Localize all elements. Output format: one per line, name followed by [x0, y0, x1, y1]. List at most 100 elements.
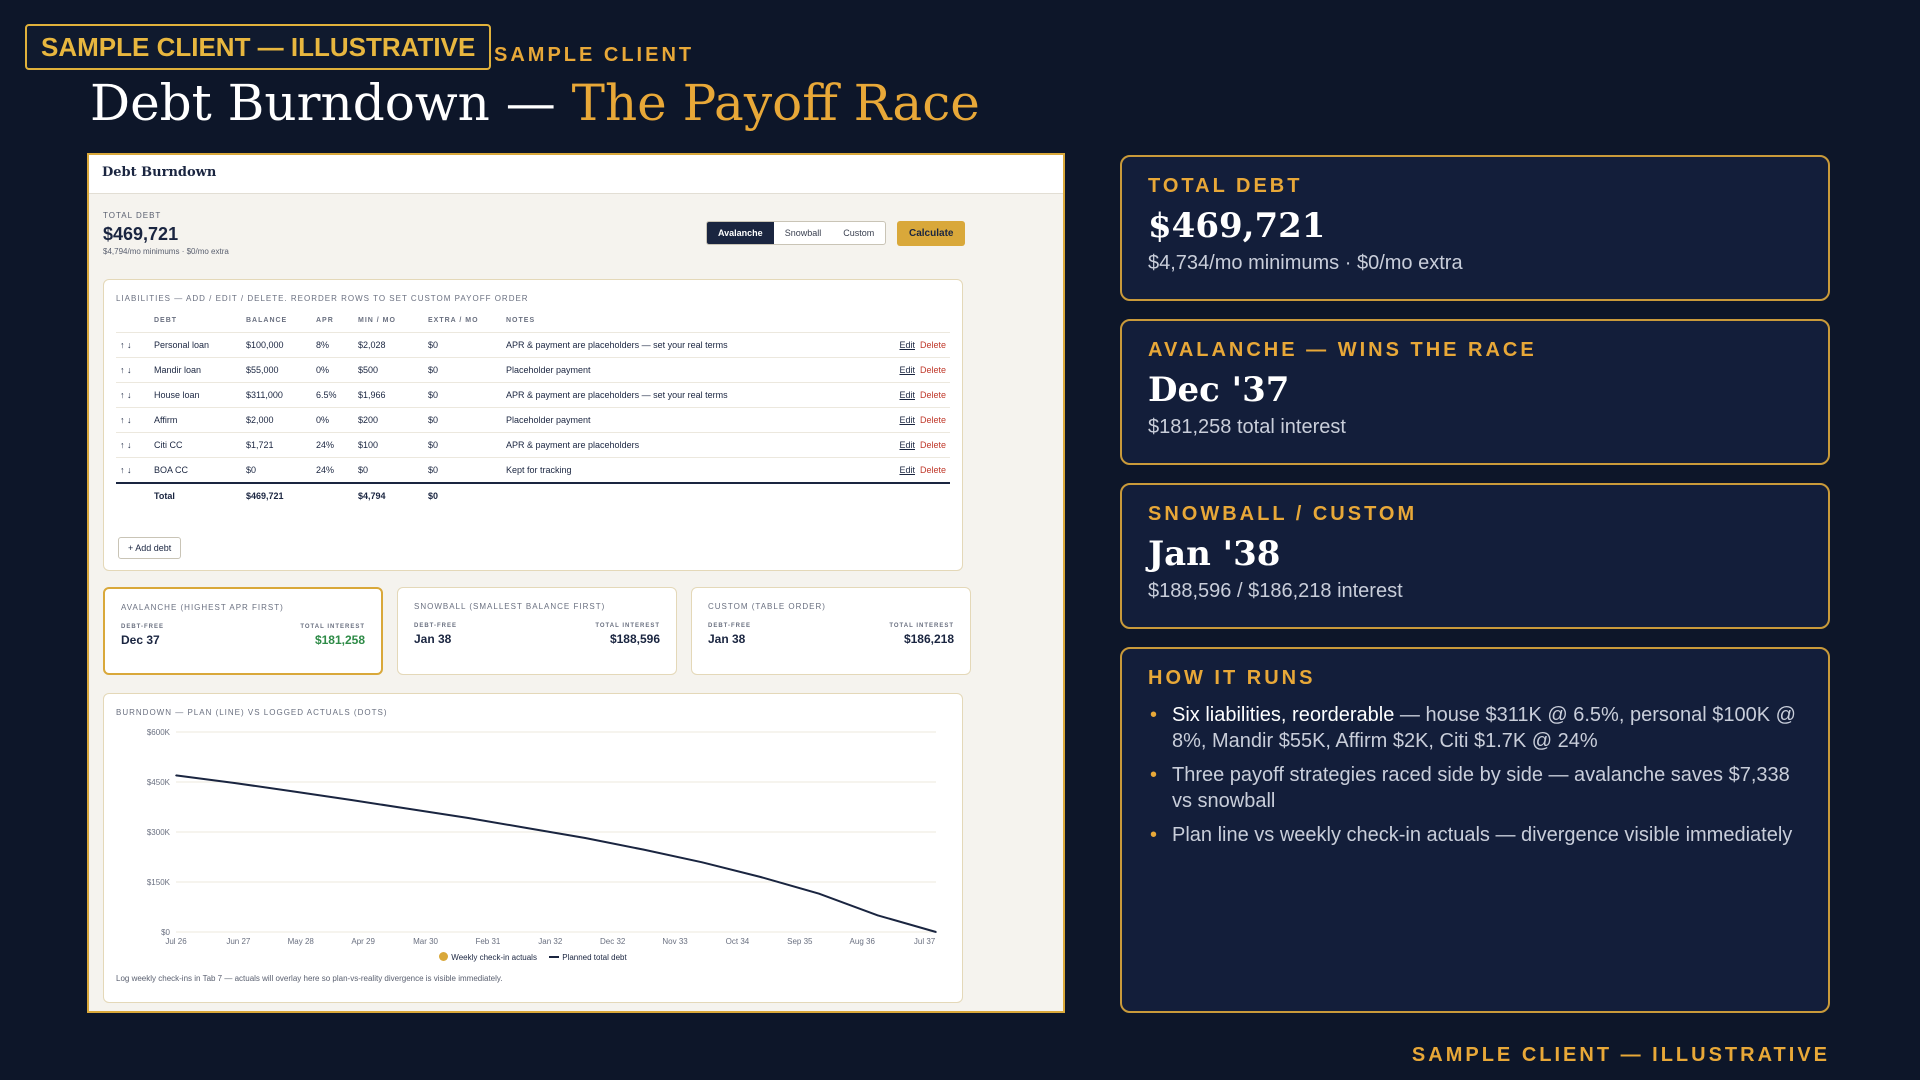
- strategy-card[interactable]: SNOWBALL (SMALLEST BALANCE FIRST) DEBT-FR…: [397, 587, 677, 675]
- x-tick-label: Jun 27: [226, 937, 251, 946]
- column-header: EXTRA / MO: [428, 317, 479, 324]
- total-row: Total $469,721 $4,794 $0: [116, 482, 950, 508]
- card-value: Dec '37: [1148, 370, 1290, 410]
- cell-min: $200: [354, 407, 424, 433]
- row-actions: Edit Delete: [864, 332, 950, 358]
- total-interest: $181,258: [314, 633, 365, 647]
- debt-free-date: Jan 38: [414, 632, 452, 646]
- edit-link[interactable]: Edit: [899, 340, 915, 350]
- add-debt-button[interactable]: + Add debt: [118, 537, 182, 559]
- cell-notes: Kept for tracking: [502, 457, 865, 483]
- liabilities-heading: LIABILITIES — ADD / EDIT / DELETE. REORD…: [116, 294, 529, 303]
- y-tick-label: $450K: [147, 778, 171, 787]
- reorder-arrows[interactable]: ↑ ↓: [116, 407, 150, 433]
- strategy-labels: DEBT-FREE TOTAL INTEREST: [414, 623, 660, 629]
- total-extra: $0: [424, 482, 502, 508]
- legend-plan: Planned total debt: [562, 953, 627, 962]
- cell-notes: APR & payment are placeholders — set you…: [502, 332, 865, 358]
- cell-extra: $0: [424, 382, 502, 408]
- table-row: ↑ ↓ Mandir loan $55,000 0% $500 $0 Placeholder…: [116, 357, 950, 383]
- cell-balance: $55,000: [242, 357, 312, 383]
- how-bullets: Six liabilities, reorderable — house $31…: [1148, 702, 1802, 848]
- summary-label: TOTAL DEBT: [103, 211, 162, 220]
- column-header: APR: [316, 317, 334, 324]
- x-tick-label: Jul 26: [165, 937, 187, 946]
- cell-min: $2,028: [354, 332, 424, 358]
- reorder-arrows[interactable]: ↑ ↓: [116, 432, 150, 458]
- table-row: ↑ ↓ BOA CC $0 24% $0 $0 Kept for tracking Edit D…: [116, 457, 950, 483]
- delete-link[interactable]: Delete: [919, 365, 946, 375]
- table-row: ↑ ↓ Personal loan $100,000 8% $2,028 $0 APR & …: [116, 332, 950, 358]
- delete-link[interactable]: Delete: [919, 440, 946, 450]
- cell-debt: Mandir loan: [150, 357, 242, 383]
- tab-snowball[interactable]: Snowball: [784, 228, 822, 238]
- line-point: [350, 799, 353, 801]
- app-title: Debt Burndown: [89, 155, 1063, 194]
- reorder-arrows[interactable]: ↑ ↓: [116, 332, 150, 358]
- cell-extra: $0: [424, 457, 502, 483]
- tab-avalanche[interactable]: Avalanche: [707, 222, 774, 244]
- strategy-labels: DEBT-FREE TOTAL INTEREST: [121, 624, 365, 630]
- reorder-arrows[interactable]: ↑ ↓: [116, 357, 150, 383]
- strategy-values: Jan 38 $188,596: [414, 632, 660, 646]
- total-interest: $188,596: [609, 632, 660, 646]
- tab-custom[interactable]: Custom: [843, 228, 875, 238]
- cell-min: $0: [354, 457, 424, 483]
- card-heading: SNOWBALL / CUSTOM: [1148, 503, 1418, 525]
- plan-line-icon: [549, 956, 560, 958]
- delete-link[interactable]: Delete: [919, 340, 946, 350]
- legend-actuals: Weekly check-in actuals: [451, 953, 537, 962]
- chart-legend: Weekly check-in actuals Planned total de…: [104, 952, 962, 962]
- strategy-labels: DEBT-FREE TOTAL INTEREST: [708, 623, 954, 629]
- x-tick-label: Apr 29: [351, 937, 375, 946]
- line-point: [525, 827, 528, 829]
- x-tick-label: Dec 32: [600, 937, 626, 946]
- table-row: ↑ ↓ House loan $311,000 6.5% $1,966 $0 APR & p…: [116, 382, 950, 408]
- x-tick-label: May 28: [288, 937, 315, 946]
- row-actions: Edit Delete: [864, 357, 950, 383]
- strategy-card[interactable]: CUSTOM (TABLE ORDER) DEBT-FREE TOTAL INTER…: [691, 587, 971, 675]
- delete-link[interactable]: Delete: [919, 390, 946, 400]
- debt-free-label: DEBT-FREE: [414, 623, 458, 629]
- cell-apr: 24%: [312, 457, 354, 483]
- x-tick-label: Mar 30: [413, 937, 438, 946]
- column-header: DEBT: [154, 317, 178, 324]
- bullet-item: Plan line vs weekly check-in actuals — d…: [1148, 822, 1802, 848]
- edit-link[interactable]: Edit: [899, 390, 915, 400]
- delete-link[interactable]: Delete: [919, 465, 946, 475]
- cell-debt: Personal loan: [150, 332, 242, 358]
- edit-link[interactable]: Edit: [899, 465, 915, 475]
- reorder-arrows[interactable]: ↑ ↓: [116, 457, 150, 483]
- strategy-card[interactable]: AVALANCHE (HIGHEST APR FIRST) DEBT-FREE TO…: [103, 587, 383, 675]
- line-point: [409, 808, 411, 810]
- cell-extra: $0: [424, 407, 502, 433]
- reorder-arrows[interactable]: ↑ ↓: [116, 382, 150, 408]
- debt-free-label: DEBT-FREE: [708, 623, 752, 629]
- bullet-item: Three payoff strategies raced side by si…: [1148, 762, 1802, 814]
- summary-block: TOTAL DEBT $469,721 $4,794/mo minimums ·…: [103, 211, 229, 256]
- card-heading: AVALANCHE — WINS THE RACE: [1148, 339, 1537, 361]
- calculate-button[interactable]: Calculate: [897, 221, 966, 246]
- cell-extra: $0: [424, 332, 502, 358]
- edit-link[interactable]: Edit: [899, 365, 915, 375]
- line-point: [233, 782, 236, 784]
- edit-link[interactable]: Edit: [899, 440, 915, 450]
- actuals-dot-icon: [439, 952, 449, 961]
- y-tick-label: $300K: [147, 828, 171, 837]
- strategy-title: CUSTOM (TABLE ORDER): [708, 602, 826, 611]
- line-point: [701, 861, 703, 864]
- delete-link[interactable]: Delete: [919, 415, 946, 425]
- edit-link[interactable]: Edit: [899, 415, 915, 425]
- line-point: [935, 931, 937, 933]
- interest-label: TOTAL INTEREST: [300, 624, 365, 630]
- snowball-custom-card: SNOWBALL / CUSTOM Jan '38 $188,596 / $18…: [1120, 483, 1830, 629]
- row-actions: Edit Delete: [864, 432, 950, 458]
- line-point: [175, 774, 177, 777]
- cell-notes: APR & payment are placeholders — set you…: [502, 382, 865, 408]
- liabilities-table: DEBT BALANCE APR MIN / MO EXTRA / MO NOT…: [116, 313, 950, 508]
- row-actions: Edit Delete: [864, 457, 950, 483]
- cell-min: $500: [354, 357, 424, 383]
- x-tick-label: Jan 32: [538, 937, 563, 946]
- top-label: SAMPLE CLIENT: [494, 44, 695, 66]
